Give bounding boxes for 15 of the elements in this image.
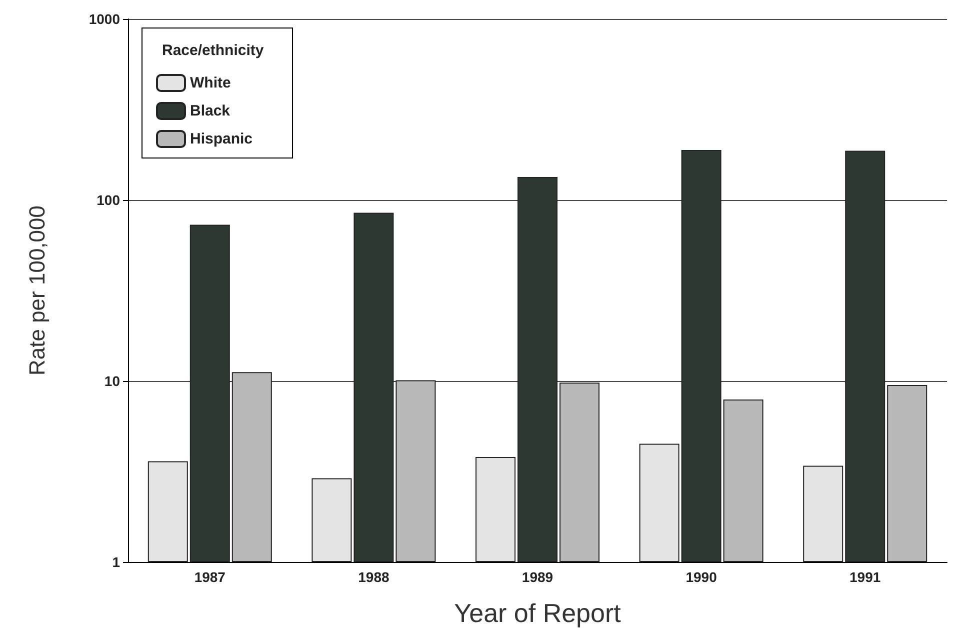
y-axis-title: Rate per 100,000 [24, 205, 50, 376]
x-axis-title: Year of Report [454, 598, 622, 628]
legend-title: Race/ethnicity [162, 42, 264, 59]
legend-label: Hispanic [190, 130, 253, 148]
y-tick-label: 1 [112, 554, 120, 570]
legend-label: Black [190, 102, 231, 120]
legend-label: White [190, 74, 231, 92]
x-tick-label: 1991 [850, 569, 881, 585]
x-tick-label: 1989 [522, 569, 554, 585]
y-tick-label: 1000 [88, 11, 120, 27]
x-tick-label: 1987 [194, 569, 226, 585]
y-tick-label: 100 [96, 192, 120, 208]
x-tick-label: 1988 [358, 569, 390, 585]
x-tick-label: 1990 [686, 569, 718, 585]
y-tick-label: 10 [104, 373, 120, 389]
